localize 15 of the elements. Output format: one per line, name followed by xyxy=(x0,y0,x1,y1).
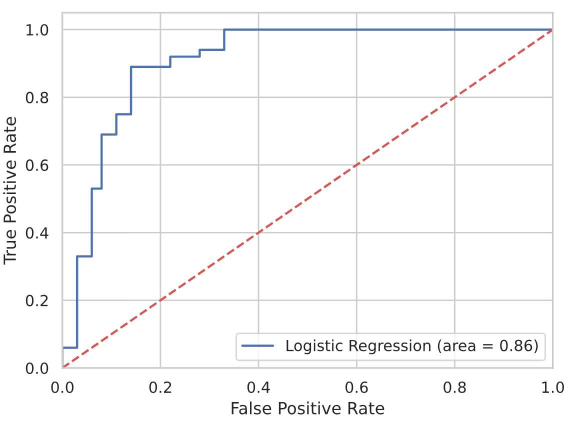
x-tick-label: 0.2 xyxy=(149,381,172,394)
x-tick-label: 0.6 xyxy=(346,381,368,394)
y-tick-label: 0.0 xyxy=(26,362,48,374)
y-tick-label: 0.8 xyxy=(26,92,48,104)
y-tick-label: 0.6 xyxy=(26,159,48,171)
y-tick-label: 0.4 xyxy=(26,227,48,239)
y-tick-label: 1.0 xyxy=(26,24,48,36)
x-axis-title: False Positive Rate xyxy=(232,402,384,414)
y-tick-label: 0.2 xyxy=(26,294,48,306)
x-tick-label: 0.4 xyxy=(247,381,270,394)
x-tick-label: 0.8 xyxy=(444,381,466,394)
y-axis-title: True Positive Rate xyxy=(3,117,16,265)
legend-label: Logistic Regression (area = 0.86) xyxy=(286,339,538,354)
x-tick-label: 1.0 xyxy=(542,381,564,394)
x-tick-label: 0.0 xyxy=(51,381,74,394)
